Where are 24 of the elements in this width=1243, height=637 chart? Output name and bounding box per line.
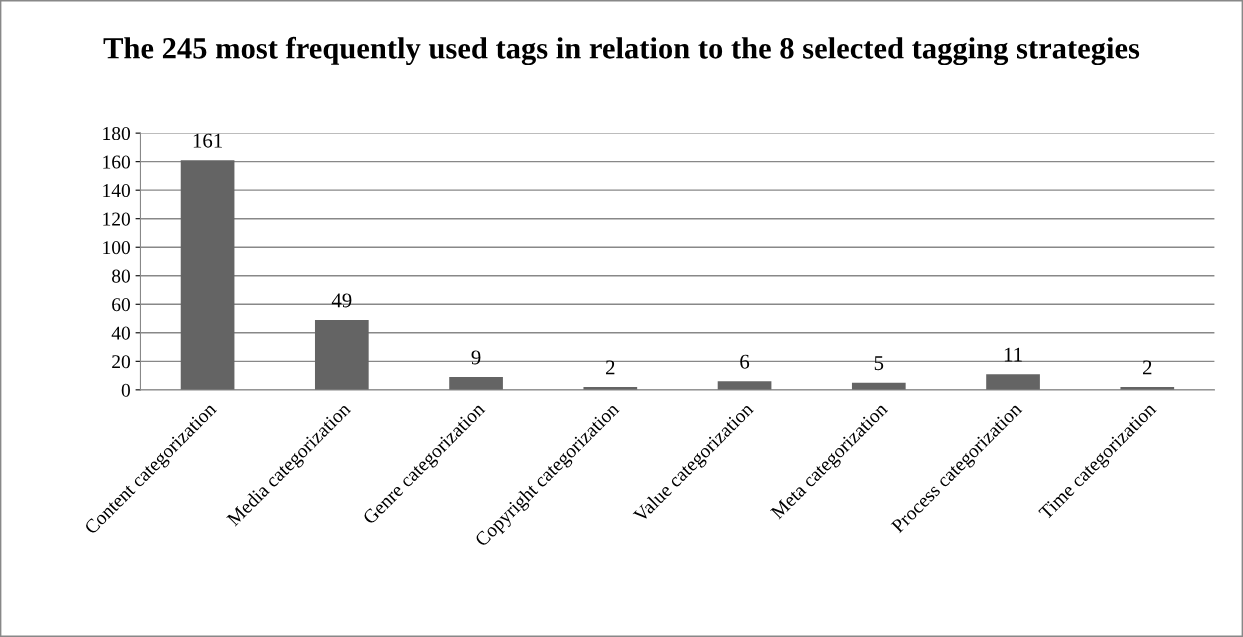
bar: [449, 377, 503, 390]
bar: [180, 160, 235, 390]
data-label: 11: [1004, 347, 1022, 362]
chart-title: The 245 most frequently used tags in relation to the 8 selected tagging strategies: [103, 36, 1140, 66]
y-tick-label: 60: [112, 298, 130, 312]
y-tick-label: 140: [103, 184, 130, 198]
data-label: 49: [331, 293, 352, 308]
y-tick-label: 0: [121, 383, 130, 397]
bar: [986, 374, 1040, 390]
data-label: 2: [606, 360, 615, 375]
y-tick-label: 180: [103, 126, 130, 141]
data-label: 161: [193, 133, 222, 148]
data-label: 2: [1143, 360, 1152, 375]
data-label: 6: [740, 354, 750, 369]
y-tick-label: 160: [103, 155, 130, 169]
bar: [717, 381, 772, 390]
data-label: 9: [471, 350, 481, 365]
bar: [314, 319, 369, 390]
data-label: 5: [874, 356, 884, 371]
y-tick-label: 80: [112, 269, 130, 283]
y-tick-label: 100: [103, 241, 130, 255]
y-tick-label: 20: [112, 355, 130, 369]
y-tick-label: 120: [103, 212, 130, 226]
y-tick-label: 40: [111, 326, 130, 340]
